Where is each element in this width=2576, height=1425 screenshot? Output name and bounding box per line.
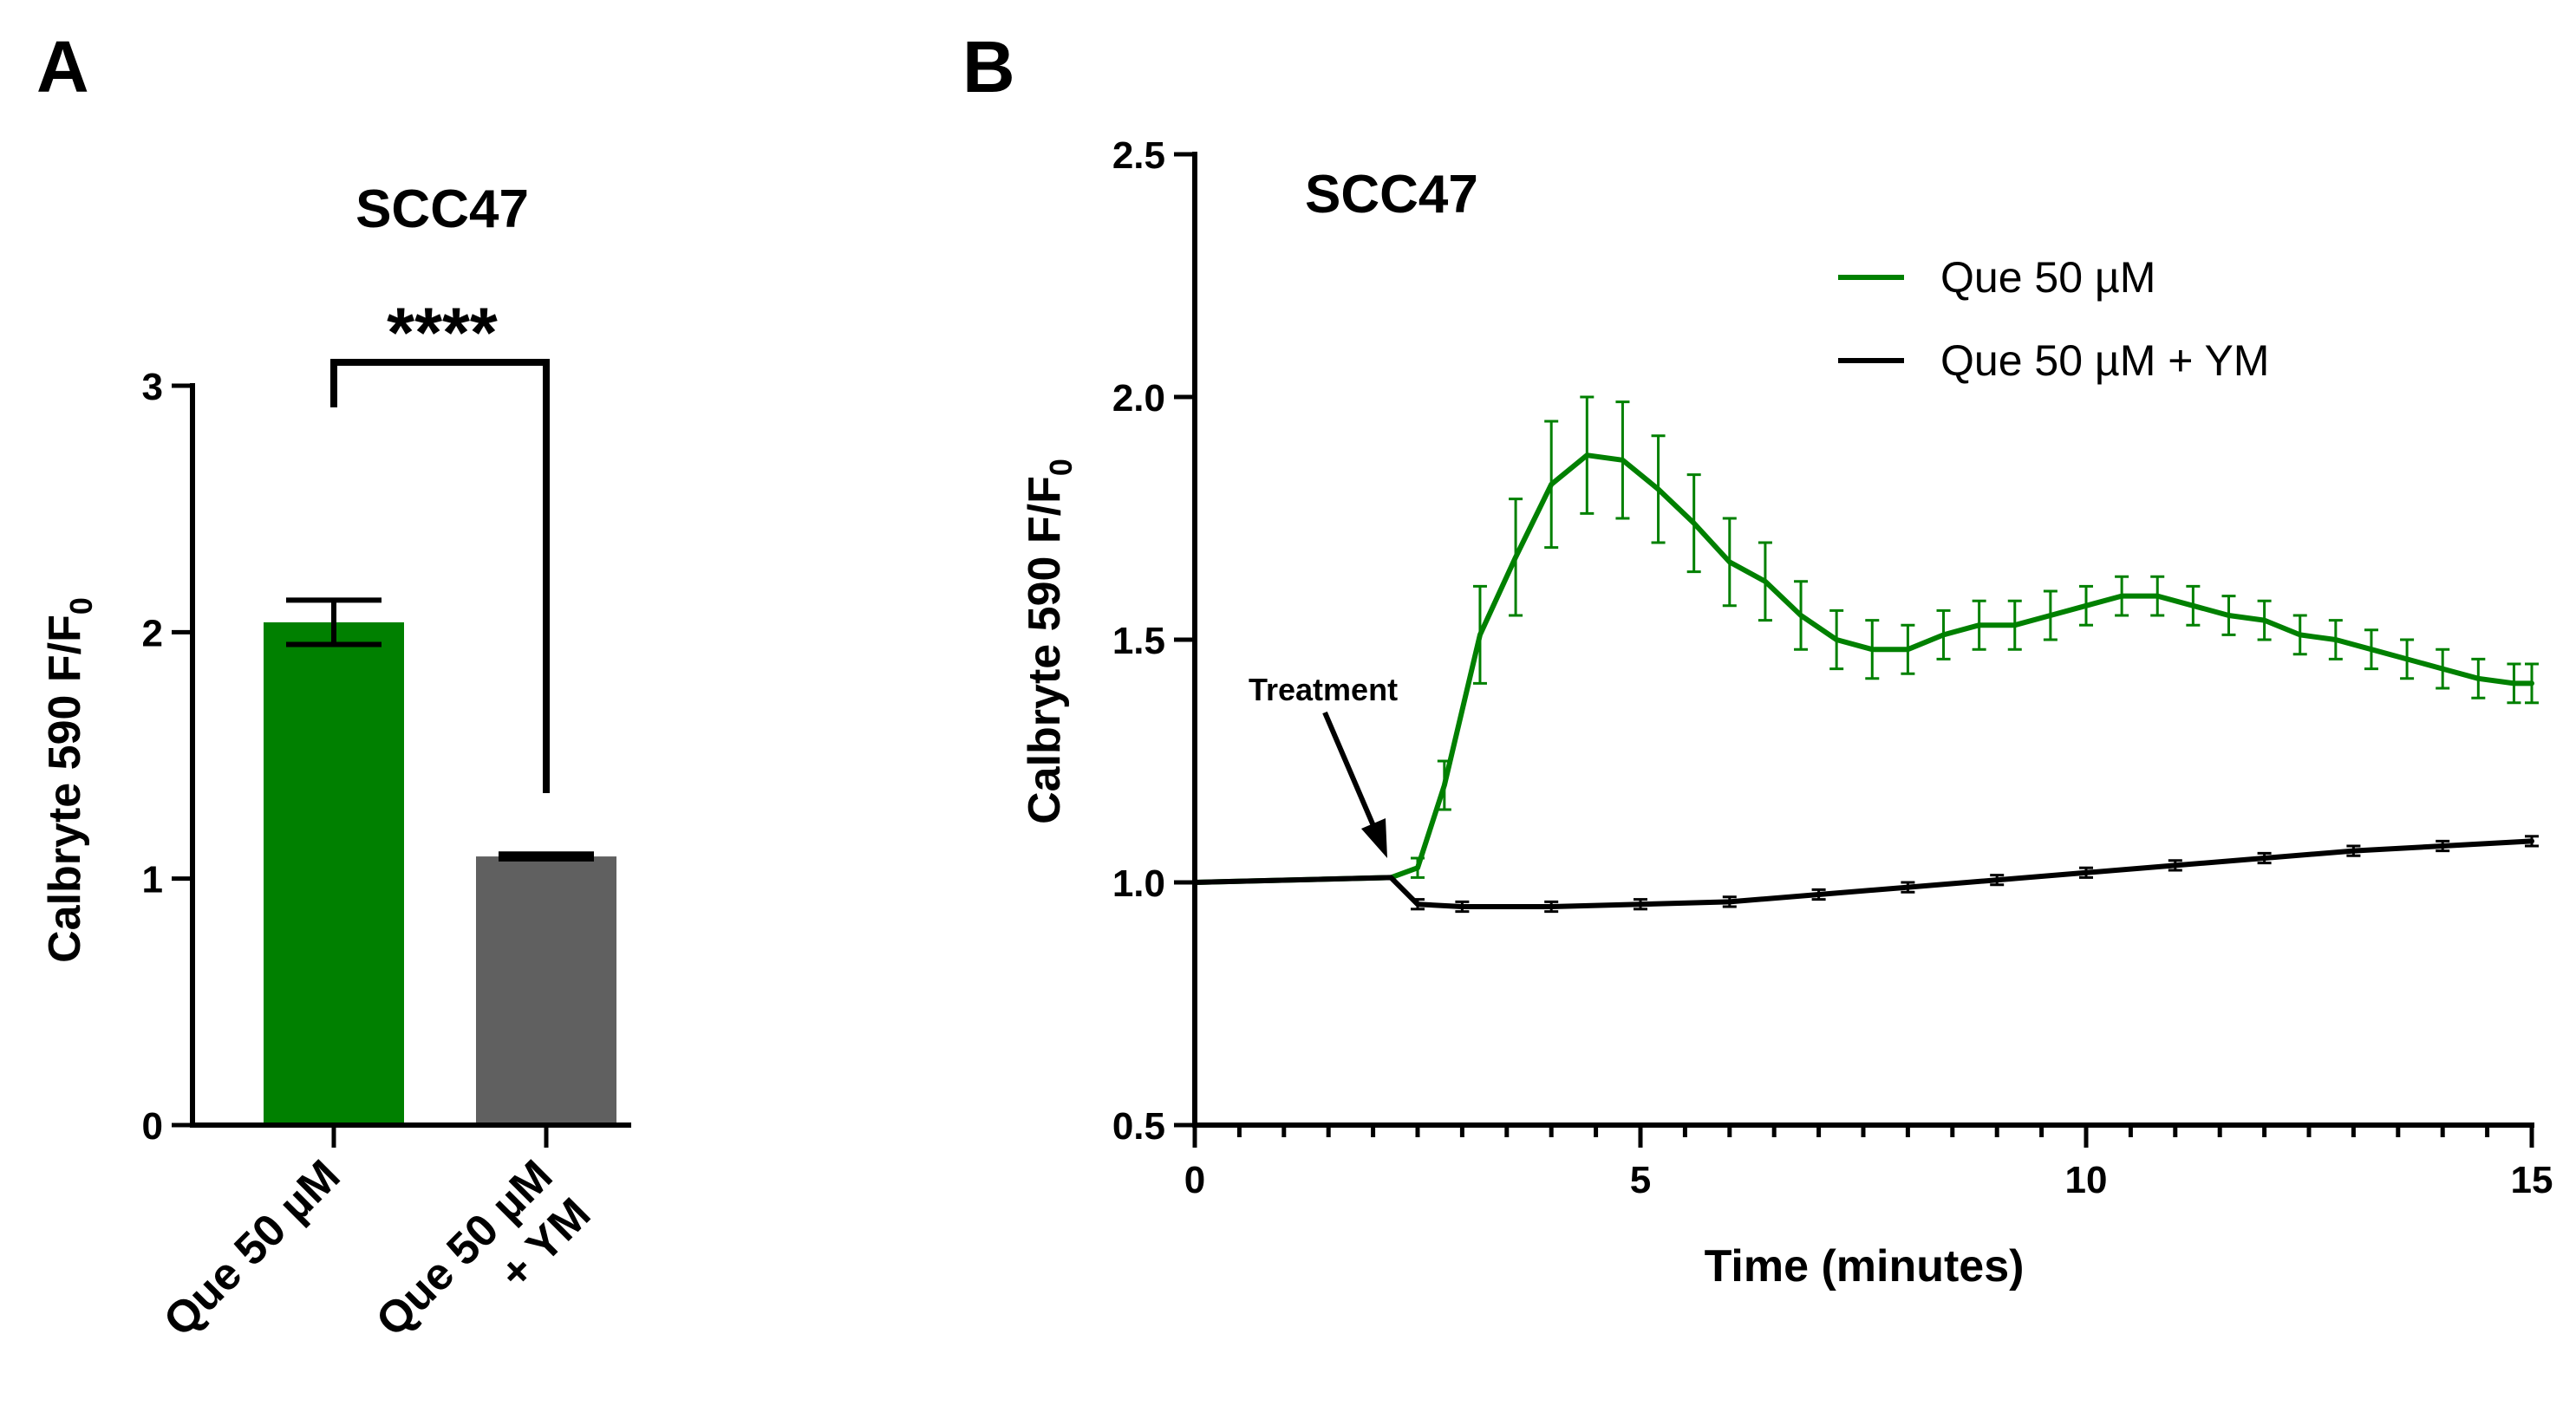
series-que-line [1192,452,2534,885]
legend-label-que: Que 50 µM [1940,253,2155,302]
panel-b-y-tick-label: 2.0 [1112,377,1165,420]
panel-a-y-ticks: 0 1 2 3 [142,366,192,1148]
panel-a-x-tick-label: Que 50 µM [154,1150,350,1346]
panel-a-y-tick-label: 0 [142,1105,163,1148]
significance-bracket [330,359,550,793]
panel-a-y-axis-title: Calbryte 590 F/F0 [40,597,99,963]
legend: Que 50 µM Que 50 µM + YM [1838,253,2269,385]
panel-b-ticks: 0.5 1.0 1.5 2.0 2.5 0 5 10 15 [1112,134,2553,1201]
bar-que [264,621,404,1125]
panel-a-label: A [36,26,89,107]
panel-a-x-tick-label: Que 50 µM+ YM [367,1150,601,1384]
panel-b-y-tick-label: 2.5 [1112,134,1165,177]
panel-b-x-tick-label: 10 [2065,1159,2108,1201]
panel-b-x-tick-label: 5 [1630,1159,1651,1201]
series-que-ym-line [1192,838,2534,909]
legend-label-que-ym: Que 50 µM + YM [1940,336,2269,385]
treatment-annotation: Treatment [1249,672,1398,707]
panel-b-x-tick-label: 15 [2511,1159,2553,1201]
bar-que-ym [476,856,616,1125]
panel-a-y-tick-label: 1 [142,859,163,901]
panel-a-y-tick-label: 3 [142,366,163,408]
panel-a-title: SCC47 [355,179,529,239]
panel-b-title: SCC47 [1305,165,1478,224]
panel-b-label: B [962,26,1015,107]
panel-b-y-tick-label: 0.5 [1112,1105,1165,1148]
series-que-ym [1192,835,2539,914]
treatment-arrow-line [1322,711,1379,836]
panel-b-y-tick-label: 1.0 [1112,862,1165,905]
panel-a-y-tick-label: 2 [142,612,163,654]
panel-b-x-axis-title: Time (minutes) [1705,1241,2025,1292]
panel-b-x-tick-label: 0 [1184,1159,1205,1201]
panel-a-x-tick-label-line: Que 50 µM [154,1150,350,1346]
series-que [1192,395,2539,885]
treatment-arrow-head [1361,818,1387,858]
panel-b-y-axis-title: Calbryte 590 F/F0 [1020,459,1079,824]
panel-b-series [1192,395,2539,914]
panel-b: B SCC47 Calbryte 590 F/F0 Time (minutes)… [962,26,2553,1292]
panel-b-y-tick-label: 1.5 [1112,620,1165,662]
